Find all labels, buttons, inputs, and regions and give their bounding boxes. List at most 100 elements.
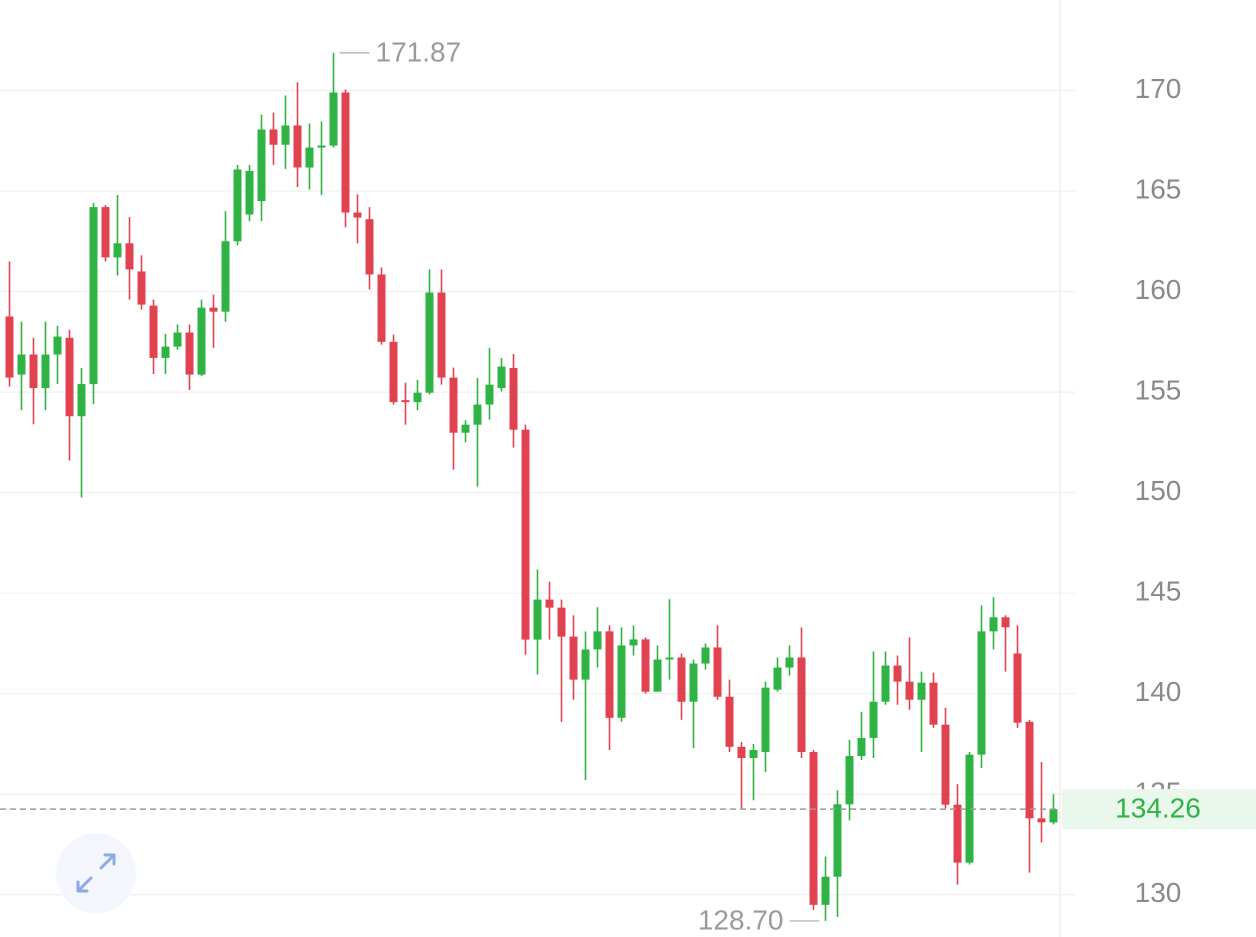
candle-body	[377, 274, 386, 342]
candle-body	[797, 657, 806, 753]
candle-body	[437, 292, 446, 378]
candle-body	[473, 404, 482, 425]
candle-body	[593, 631, 602, 650]
candle-body	[1049, 809, 1058, 823]
last-price-label: 134.26	[1115, 793, 1201, 824]
candle-body	[305, 147, 314, 168]
y-tick-label: 145	[1135, 576, 1182, 607]
candle-body	[5, 316, 14, 378]
candle-body	[521, 429, 530, 640]
candle-body	[893, 665, 902, 682]
candle-body	[545, 599, 554, 608]
candle-body	[233, 169, 242, 242]
candle-body	[209, 307, 218, 312]
candle-body	[221, 241, 230, 312]
candle-body	[833, 804, 842, 877]
expand-button-bg	[56, 833, 136, 913]
candle-body	[821, 876, 830, 905]
candle-body	[281, 125, 290, 145]
y-tick-label: 130	[1135, 877, 1182, 908]
grid: 130135140145150155160165170	[0, 73, 1181, 908]
candle-body	[149, 305, 158, 358]
candle-body	[197, 307, 206, 375]
max-label: 171.87	[376, 36, 462, 67]
y-tick-label: 165	[1135, 173, 1182, 204]
candle-body	[185, 332, 194, 375]
candle-body	[557, 607, 566, 637]
candle-body	[989, 617, 998, 632]
overlay: 171.87 128.70 134.26	[0, 36, 1256, 935]
candle-body	[761, 687, 770, 753]
min-label: 128.70	[698, 904, 784, 935]
candle-body	[173, 332, 182, 347]
candle-body	[41, 354, 50, 389]
candle-body	[677, 657, 686, 702]
candle-body	[857, 737, 866, 757]
candle-body	[77, 384, 86, 417]
candle-body	[353, 212, 362, 218]
candle-body	[413, 392, 422, 403]
candle-body	[257, 129, 266, 202]
candle-body	[341, 92, 350, 213]
candle-body	[1001, 617, 1010, 628]
candle-body	[17, 354, 26, 375]
candle-body	[485, 384, 494, 405]
candle-body	[617, 645, 626, 718]
candle-body	[389, 341, 398, 403]
candle-body	[65, 337, 74, 417]
candle-body	[701, 647, 710, 664]
candle-body	[497, 366, 506, 389]
candle-body	[425, 292, 434, 393]
candle-body	[929, 682, 938, 725]
candle-body	[53, 336, 62, 355]
candle-body	[809, 752, 818, 905]
candle-body	[329, 92, 338, 146]
candle-body	[713, 647, 722, 697]
candle-body	[917, 682, 926, 700]
candle-body	[773, 667, 782, 690]
candle-body	[881, 665, 890, 702]
candle-body	[317, 145, 326, 148]
candle-body	[737, 746, 746, 759]
expand-icon	[76, 853, 116, 893]
candle-body	[941, 724, 950, 805]
candle-body	[401, 400, 410, 403]
candle-body	[965, 754, 974, 863]
y-tick-label: 170	[1135, 73, 1182, 104]
candle-body	[869, 701, 878, 738]
candle-body	[269, 129, 278, 145]
candle-body	[581, 649, 590, 680]
candle-body	[125, 243, 134, 270]
candle-body	[1025, 721, 1034, 819]
expand-button[interactable]	[56, 833, 136, 913]
candle-body	[605, 631, 614, 718]
candle-body	[101, 207, 110, 258]
candle-body	[1037, 818, 1046, 823]
candle-body	[641, 639, 650, 692]
candle-body	[461, 424, 470, 433]
candle-body	[509, 367, 518, 430]
candle-body	[749, 750, 758, 759]
candle-body	[653, 659, 662, 692]
candle-body	[89, 207, 98, 385]
candle-body	[161, 346, 170, 358]
candle-body	[569, 636, 578, 680]
y-tick-label: 150	[1135, 475, 1182, 506]
candle-body	[725, 696, 734, 747]
candle-body	[29, 354, 38, 389]
candle-body	[665, 657, 674, 660]
candle-body	[449, 377, 458, 433]
candle-body	[137, 271, 146, 305]
candles	[5, 52, 1058, 921]
candle-body	[953, 804, 962, 863]
candle-body	[113, 243, 122, 258]
candle-body	[365, 219, 374, 275]
y-tick-label: 155	[1135, 374, 1182, 405]
candle-body	[845, 756, 854, 805]
candle-body	[785, 657, 794, 668]
y-tick-label: 140	[1135, 676, 1182, 707]
last-price-box	[1062, 789, 1256, 830]
candle-body	[977, 631, 986, 755]
candle-body	[689, 663, 698, 702]
